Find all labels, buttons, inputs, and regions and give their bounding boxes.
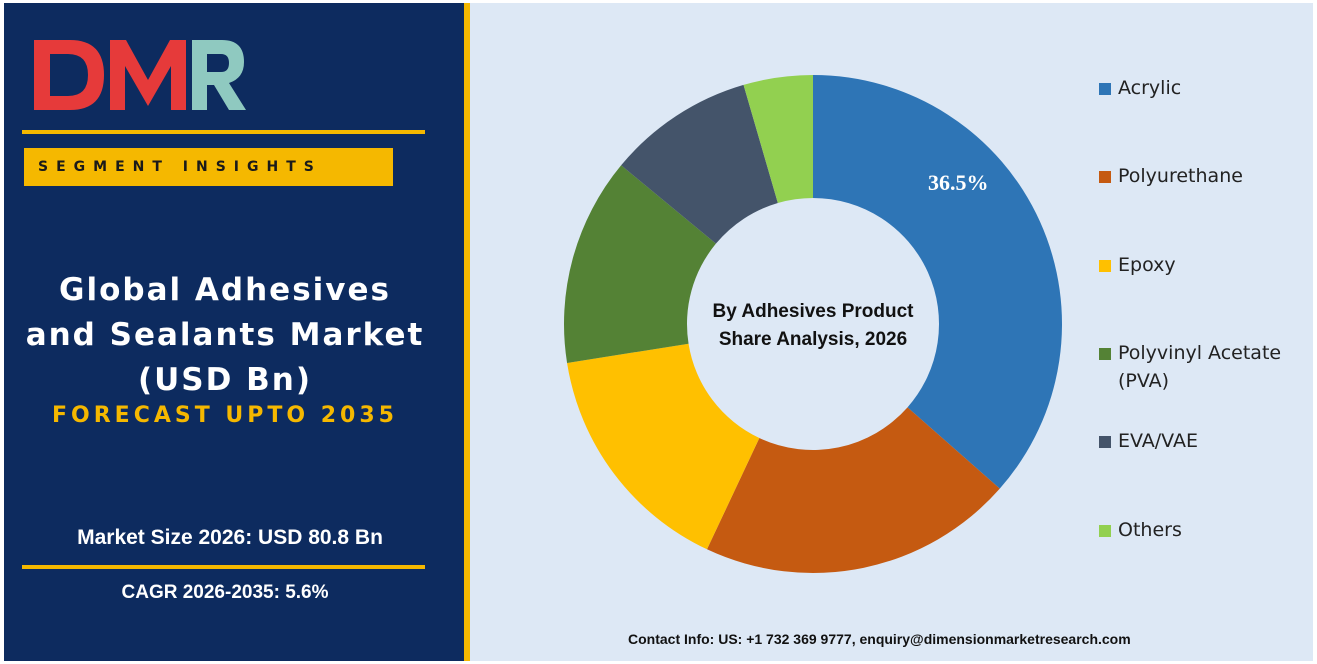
left-panel (4, 3, 464, 661)
donut-slice-polyurethane (706, 407, 1000, 573)
segment-insights-label: SEGMENT INSIGHTS (38, 159, 322, 175)
top-gold-line (22, 130, 425, 134)
bottom-gold-line (22, 565, 425, 569)
legend-item-epoxy: Epoxy (1099, 254, 1308, 279)
panel-divider (464, 3, 470, 661)
dmr-logo (34, 40, 246, 110)
donut-slice-polyvinyl-acetate-pva (564, 165, 716, 363)
donut-slice-epoxy (567, 343, 760, 550)
forecast-label: FORECAST UPTO 2035 (52, 403, 398, 428)
legend-item-polyvinyl-acetate-pva: Polyvinyl Acetate (PVA) (1099, 342, 1298, 395)
donut-chart: 36.5% By Adhesives Product Share Analysis,… (564, 75, 1062, 573)
legend-label: Polyurethane (1118, 165, 1243, 187)
legend-swatch (1099, 436, 1111, 448)
donut-slice-acrylic (813, 75, 1062, 489)
legend-item-acrylic: Acrylic (1099, 77, 1308, 102)
chart-center-title-line-1: By Adhesives Product (713, 301, 915, 322)
legend-item-eva-vae: EVA/VAE (1099, 430, 1308, 455)
legend-swatch (1099, 171, 1111, 183)
report-title: Global Adhesives and Sealants Market (US… (10, 268, 440, 403)
legend-swatch (1099, 525, 1111, 537)
legend-label: Polyvinyl Acetate (PVA) (1118, 342, 1282, 392)
legend-item-polyurethane: Polyurethane (1099, 165, 1308, 190)
donut-slice-others (743, 75, 813, 204)
contact-info: Contact Info: US: +1 732 369 9777, enqui… (628, 631, 1131, 647)
market-size: Market Size 2026: USD 80.8 Bn (77, 526, 383, 549)
title-line-3: (USD Bn) (137, 362, 313, 398)
legend-label: Epoxy (1118, 254, 1176, 276)
legend-swatch (1099, 348, 1111, 360)
legend-swatch (1099, 83, 1111, 95)
legend-label: Acrylic (1118, 77, 1182, 99)
chart-center-title-line-2: Share Analysis, 2026 (719, 329, 907, 350)
donut-slice-eva-vae (621, 84, 778, 244)
legend-item-others: Others (1099, 519, 1308, 544)
legend-swatch (1099, 260, 1111, 272)
cagr: CAGR 2026-2035: 5.6% (121, 582, 329, 603)
segment-insights-badge: SEGMENT INSIGHTS (24, 148, 393, 186)
legend-label: Others (1118, 519, 1182, 541)
legend-label: EVA/VAE (1118, 430, 1198, 452)
title-line-2: and Sealants Market (25, 317, 425, 353)
title-line-1: Global Adhesives (59, 272, 391, 308)
data-label-0: 36.5% (928, 170, 989, 195)
